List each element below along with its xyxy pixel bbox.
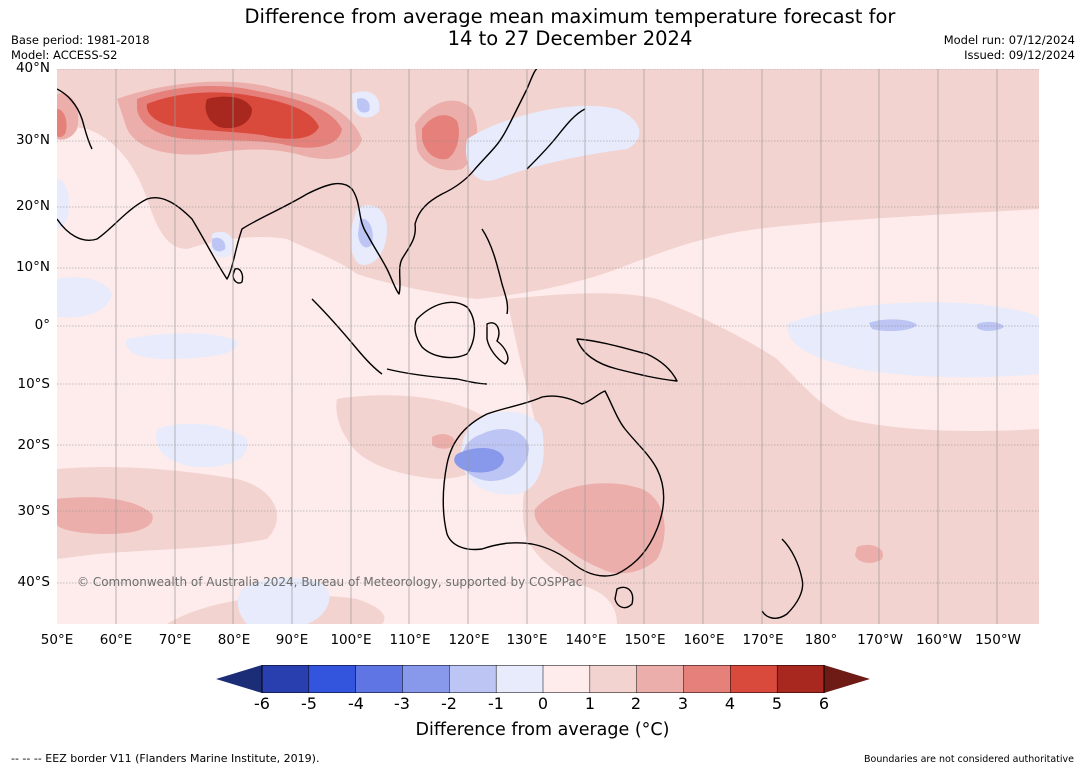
colorbar-segment xyxy=(402,665,451,693)
lon-tick-130e: 130°E xyxy=(506,632,548,648)
lon-tick-160e: 160°E xyxy=(683,632,725,648)
colorbar-segment xyxy=(730,665,778,693)
lat-tick-10n: 10°N xyxy=(15,259,50,275)
anomaly-band-neg-3-2 xyxy=(454,447,504,473)
coastlines xyxy=(57,69,804,619)
lat-tick-40s: 40°S xyxy=(17,574,51,590)
lon-tick-50e: 50°E xyxy=(40,632,74,648)
lon-tick-150e: 150°E xyxy=(624,632,666,648)
boundaries-disclaimer: Boundaries are not considered authoritat… xyxy=(864,754,1074,765)
lon-tick-160w: 160°W xyxy=(916,632,962,648)
colorbar xyxy=(216,665,870,693)
colorbar-tick-6: 6 xyxy=(818,694,830,713)
colorbar-tick-neg4: -4 xyxy=(348,694,364,713)
issued-date: Issued: 09/12/2024 xyxy=(964,48,1075,62)
lon-tick-150w: 150°W xyxy=(975,632,1021,648)
meridians xyxy=(115,69,998,624)
lat-tick-0: 0° xyxy=(34,317,50,333)
map-title-line2: 14 to 27 December 2024 xyxy=(447,27,693,50)
colorbar-segments xyxy=(261,665,825,693)
colorbar-segment xyxy=(636,665,685,693)
model-run-date: Model run: 07/12/2024 xyxy=(943,33,1075,47)
colorbar-segment xyxy=(449,665,497,693)
colorbar-tick-0: 0 xyxy=(537,694,549,713)
anomaly-band-5-6 xyxy=(205,96,252,129)
colorbar-tick-1: 1 xyxy=(584,694,596,713)
colorbar-tick-2: 2 xyxy=(630,694,642,713)
map-title-line1: Difference from average mean maximum tem… xyxy=(244,5,896,28)
colorbar-tick-neg1: -1 xyxy=(488,694,504,713)
colorbar-tick-neg5: -5 xyxy=(301,694,317,713)
colorbar-segment xyxy=(355,665,404,693)
lon-tick-100e: 100°E xyxy=(330,632,372,648)
lat-tick-10s: 10°S xyxy=(17,376,51,392)
colorbar-tick-neg6: -6 xyxy=(254,694,270,713)
colorbar-over-arrow xyxy=(824,665,870,693)
map-canvas xyxy=(57,69,1039,624)
lon-tick-170w: 170°W xyxy=(857,632,903,648)
colorbar-title: Difference from average (°C) xyxy=(415,720,670,740)
colorbar-segment xyxy=(261,665,310,693)
lon-tick-180: 180° xyxy=(804,632,838,648)
lat-tick-30s: 30°S xyxy=(17,503,51,519)
base-period: Base period: 1981-2018 xyxy=(11,33,150,47)
lon-tick-60e: 60°E xyxy=(99,632,133,648)
lon-tick-140e: 140°E xyxy=(565,632,607,648)
colorbar-tick-3: 3 xyxy=(677,694,689,713)
colorbar-segment xyxy=(495,665,544,693)
eez-border-note: -- -- -- EEZ border V11 (Flanders Marine… xyxy=(11,752,320,765)
lon-tick-110e: 110°E xyxy=(389,632,431,648)
colorbar-segment xyxy=(589,665,638,693)
forecast-map: © Commonwealth of Australia 2024, Bureau… xyxy=(57,69,1039,624)
colorbar-segment xyxy=(542,665,591,693)
copyright-notice: © Commonwealth of Australia 2024, Bureau… xyxy=(77,575,583,589)
colorbar-frame xyxy=(261,665,825,693)
lon-tick-90e: 90°E xyxy=(275,632,309,648)
colorbar-segment xyxy=(308,665,357,693)
colorbar-under-arrow xyxy=(216,665,262,693)
colorbar-segment xyxy=(776,665,825,693)
lon-tick-70e: 70°E xyxy=(158,632,192,648)
model-name: Model: ACCESS-S2 xyxy=(11,48,118,62)
colorbar-segment xyxy=(683,665,732,693)
colorbar-tick-4: 4 xyxy=(724,694,736,713)
colorbar-tick-neg2: -2 xyxy=(441,694,457,713)
lat-tick-20s: 20°S xyxy=(17,437,51,453)
lon-tick-80e: 80°E xyxy=(217,632,251,648)
lon-tick-120e: 120°E xyxy=(448,632,490,648)
lat-tick-40n: 40°N xyxy=(15,60,50,76)
lat-tick-30n: 30°N xyxy=(15,132,50,148)
colorbar-tick-neg3: -3 xyxy=(394,694,410,713)
lat-tick-20n: 20°N xyxy=(15,198,50,214)
colorbar-tick-5: 5 xyxy=(771,694,783,713)
lon-tick-170e: 170°E xyxy=(742,632,784,648)
